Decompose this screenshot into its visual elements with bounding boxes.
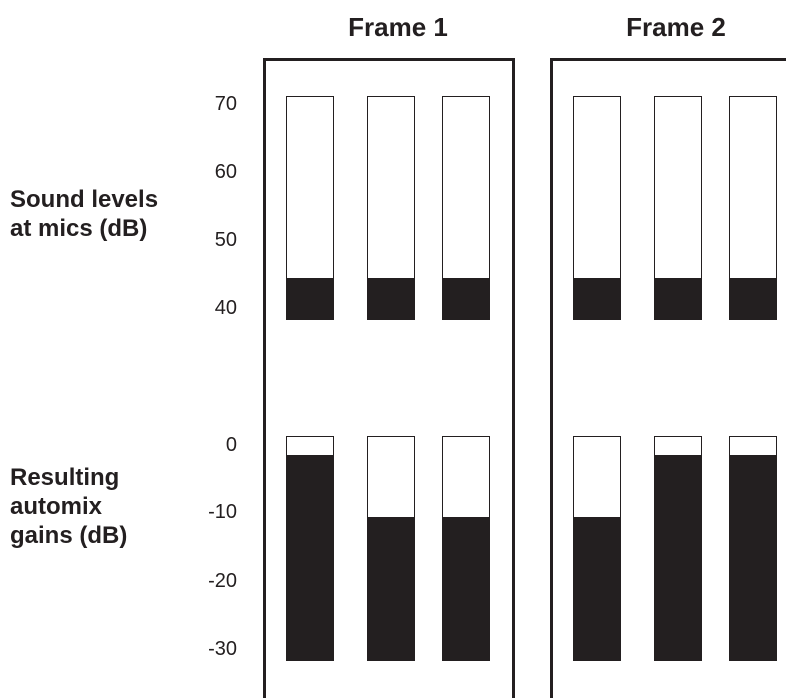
automix-gains-label-line-3: gains (dB) xyxy=(10,522,128,549)
frame-2-mic-3-gain-meter xyxy=(729,436,777,661)
frame-1-mic-3-sound-meter xyxy=(442,96,490,320)
frame-1-box xyxy=(263,58,515,698)
frame-1-mic-3-gain-meter-fill xyxy=(443,516,489,660)
sound-levels-label-line-2: at mics (dB) xyxy=(10,215,148,242)
frame-2-mic-2-sound-meter-fill xyxy=(655,278,701,319)
frame-1-mic-1-gain-meter-fill xyxy=(287,455,333,660)
frame-2-title: Frame 2 xyxy=(626,12,726,42)
frame-2-mic-3-gain-meter-fill xyxy=(730,455,776,660)
automix-gains-label: Resulting automix gains (dB) xyxy=(10,463,127,550)
frame-1-mic-3-sound-meter-fill xyxy=(443,278,489,319)
frame-2-mic-1-gain-meter xyxy=(573,436,621,661)
automix-gains-label-line-2: automix xyxy=(10,493,103,520)
frame-2-mic-2-gain-meter xyxy=(654,436,702,661)
sound-tick-70: 70 xyxy=(214,93,237,115)
frame-1-mic-2-sound-meter xyxy=(367,96,415,320)
frame-2-mic-2-sound-meter xyxy=(654,96,702,320)
frame-2-mic-3-sound-meter-fill xyxy=(730,278,776,319)
frame-1-mic-2-gain-meter-fill xyxy=(368,516,414,660)
gain-tick-minus-10: -10 xyxy=(208,501,237,523)
frame-1-mic-1-sound-meter-fill xyxy=(287,278,333,319)
frame-2-mic-1-gain-meter-fill xyxy=(574,516,620,660)
frame-2-mic-3-sound-meter xyxy=(729,96,777,320)
frame-1-title: Frame 1 xyxy=(348,12,448,42)
frame-1-mic-2-gain-meter xyxy=(367,436,415,661)
frame-1-mic-2-sound-meter-fill xyxy=(368,278,414,319)
frame-1-mic-3-gain-meter xyxy=(442,436,490,661)
frame-2-mic-1-sound-meter-fill xyxy=(574,278,620,319)
sound-tick-40: 40 xyxy=(214,297,237,319)
sound-levels-label-line-1: Sound levels xyxy=(10,186,159,213)
gain-tick-0: 0 xyxy=(225,434,237,456)
sound-tick-60: 60 xyxy=(214,161,237,183)
sound-tick-50: 50 xyxy=(214,229,237,251)
gain-tick-minus-20: -20 xyxy=(208,570,237,592)
frame-2-mic-1-sound-meter xyxy=(573,96,621,320)
frame-1-mic-1-gain-meter xyxy=(286,436,334,661)
frame-2-mic-2-gain-meter-fill xyxy=(655,455,701,660)
frame-1-mic-1-sound-meter xyxy=(286,96,334,320)
sound-levels-label: Sound levels at mics (dB) xyxy=(10,185,158,243)
frame-2-box xyxy=(550,58,786,698)
automix-gains-label-line-1: Resulting xyxy=(10,464,120,491)
gain-tick-minus-30: -30 xyxy=(208,638,237,660)
